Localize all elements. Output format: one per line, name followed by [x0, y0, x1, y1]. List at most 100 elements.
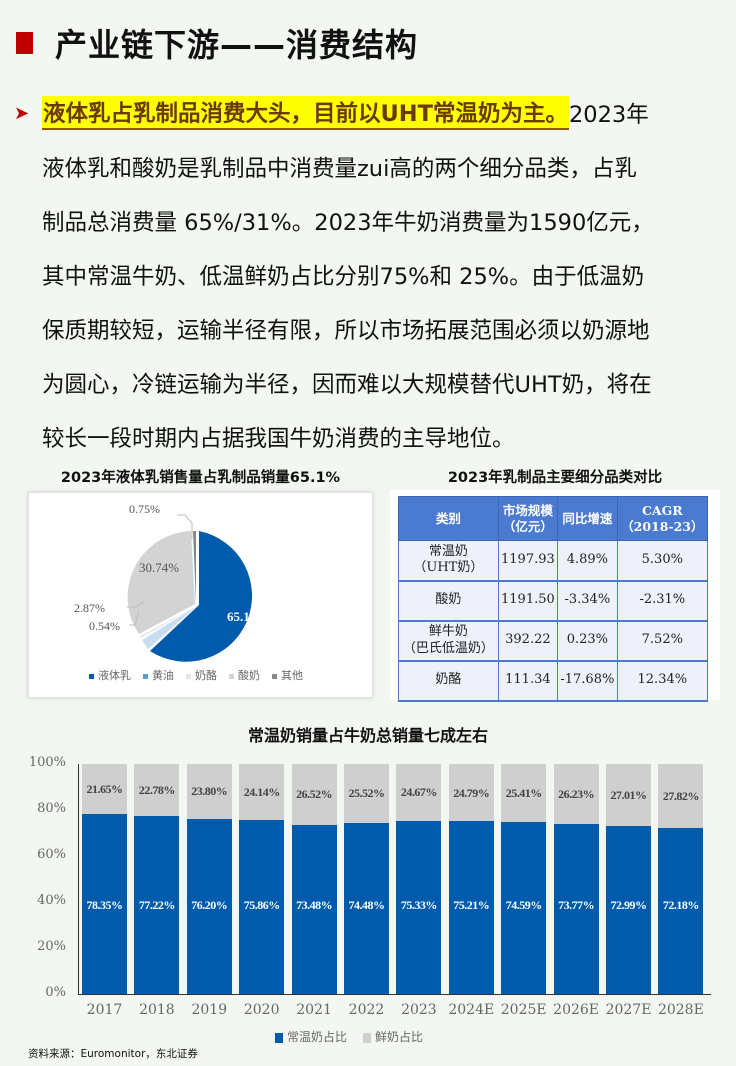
bar-segment-uht: 78.35%	[82, 813, 127, 994]
bar-chart-title: 常温奶销量占牛奶总销量七成左右	[247, 726, 488, 745]
highlighted-key-point: 液体乳占乳制品消费大头，目前以UHT常温奶为主。	[42, 96, 569, 130]
col-header-category: 类别	[398, 496, 499, 541]
bar-segment-uht: 76.20%	[186, 818, 232, 994]
bar-segment-uht: 72.99%	[606, 826, 651, 994]
legend-item-fresh: 鲜奶占比	[363, 1028, 423, 1045]
x-tick-label: 2028E	[657, 1002, 704, 1018]
pie-label-other: 0.75%	[129, 502, 160, 516]
bar-2021: 26.52% 73.48%	[291, 764, 337, 994]
bar-segment-fresh: 24.79%	[448, 764, 494, 822]
bar-legend: 常温奶占比 鲜奶占比	[275, 1028, 423, 1045]
para-line-0: 2023年	[568, 102, 649, 128]
legend-item-yogurt: 酸奶	[229, 667, 260, 683]
x-tick-label: 2017	[86, 1002, 123, 1018]
col-header-size: 市场规模 （亿元）	[497, 496, 559, 541]
bar-segment-fresh: 27.82%	[658, 764, 704, 828]
y-tick-label: 0%	[45, 985, 66, 1000]
y-tick-label: 40%	[37, 893, 66, 908]
bar-2027E: 27.01% 72.99%	[606, 764, 651, 994]
bar-segment-fresh: 25.41%	[501, 764, 547, 823]
page-title: 产业链下游——消费结构	[55, 26, 419, 64]
pie-chart: 65.10% 30.74% 0.75% 2.87% 0.54% 液体乳 黄油 奶…	[28, 492, 373, 698]
para-line-5: 为圆心，冷链运输为半径，因而难以大规模替代UHT奶，将在	[42, 372, 652, 398]
pie-label-butter: 2.87%	[74, 601, 105, 615]
pie-label-yogurt: 30.74%	[139, 560, 179, 575]
x-tick-label: 2020	[243, 1002, 280, 1018]
x-tick-label: 2026E	[553, 1002, 600, 1018]
bar-segment-uht: 72.18%	[658, 828, 704, 994]
x-tick-label: 2025E	[500, 1002, 547, 1018]
table-row: 奶酪 111.34 -17.68% 12.34%	[398, 660, 709, 702]
bar-2023: 24.67% 75.33%	[396, 764, 442, 994]
pie-label-cheese: 0.54%	[89, 619, 120, 633]
bar-segment-fresh: 22.78%	[134, 764, 180, 817]
table-title: 2023年乳制品主要细分品类对比	[447, 470, 663, 486]
bar-2024E: 24.79% 75.21%	[448, 764, 494, 994]
bar-segment-uht: 75.86%	[239, 819, 285, 994]
red-square-icon	[16, 32, 33, 54]
bar-segment-fresh: 21.65%	[82, 764, 127, 814]
x-axis	[78, 994, 711, 995]
para-line-3: 其中常温牛奶、低温鲜奶占比分别75%和 25%。由于低温奶	[42, 264, 645, 290]
x-tick-label: 2023	[401, 1002, 437, 1018]
table-row: 酸奶 1191.50 -3.34% -2.31%	[398, 580, 709, 622]
para-line-6: 较长一段时期内占据我国牛奶消费的主导地位。	[42, 426, 515, 452]
legend-item-butter: 黄油	[143, 667, 174, 683]
bar-2019: 23.80% 76.20%	[186, 764, 232, 994]
x-tick-label: 2021	[296, 1002, 332, 1018]
bar-2022: 25.52% 74.48%	[344, 764, 389, 994]
x-tick-label: 2022	[348, 1002, 385, 1018]
bar-segment-uht: 75.21%	[448, 821, 494, 994]
y-tick-label: 80%	[37, 801, 66, 816]
bar-segment-uht: 74.59%	[501, 822, 547, 994]
comparison-table: 类别 市场规模 （亿元） 同比增速 CAGR （2018-23） 常温奶 （UHT奶）…	[398, 496, 709, 702]
legend-item-uht: 常温奶占比	[275, 1028, 347, 1045]
bar-segment-fresh: 26.23%	[553, 764, 599, 825]
bar-segment-fresh: 24.67%	[396, 764, 442, 821]
source-note: 资料来源：Euromonitor，东北证券	[28, 1048, 198, 1060]
y-tick-label: 100%	[28, 755, 66, 770]
para-line-2: 制品总消费量 65%/31%。2023年牛奶消费量为1590亿元，	[42, 210, 654, 236]
col-header-cagr: CAGR （2018-23）	[616, 496, 709, 541]
bar-2018: 22.78% 77.22%	[134, 764, 180, 994]
pie-legend: 液体乳 黄油 奶酪 酸奶 其他	[89, 667, 303, 683]
arrow-bullet-icon: ➤	[14, 102, 30, 124]
bar-segment-uht: 77.22%	[134, 816, 180, 994]
pie-label-liquid: 65.10%	[227, 609, 269, 624]
legend-item-other: 其他	[272, 667, 303, 683]
bar-segment-fresh: 27.01%	[606, 764, 651, 827]
x-tick-label: 2027E	[605, 1002, 652, 1018]
x-tick-label: 2018	[139, 1002, 175, 1018]
bar-segment-fresh: 23.80%	[186, 764, 232, 819]
bar-2026E: 26.23% 73.77%	[553, 764, 599, 994]
y-tick-label: 60%	[37, 847, 66, 862]
y-axis	[78, 764, 79, 994]
table-row: 常温奶 （UHT奶） 1197.93 4.89% 5.30%	[398, 540, 709, 582]
legend-item-liquid: 液体乳	[89, 667, 131, 683]
bar-segment-uht: 73.48%	[291, 825, 337, 994]
bar-segment-uht: 74.48%	[344, 822, 389, 994]
bar-segment-uht: 75.33%	[396, 820, 442, 994]
table-row: 鲜牛奶 （巴氏低温奶） 392.22 0.23% 7.52%	[398, 620, 709, 662]
comparison-table-panel: 类别 市场规模 （亿元） 同比增速 CAGR （2018-23） 常温奶 （UHT奶）…	[390, 490, 720, 702]
pie-chart-graphic: 65.10% 30.74% 0.75% 2.87% 0.54%	[74, 502, 269, 662]
bar-2017: 21.65% 78.35%	[82, 764, 127, 994]
para-line-4: 保质期较短，运输半径有限，所以市场拓展范围必须以奶源地	[42, 318, 650, 344]
x-tick-label: 2024E	[448, 1002, 495, 1018]
bar-2028E: 27.82% 72.18%	[658, 764, 704, 994]
legend-item-cheese: 奶酪	[186, 667, 217, 683]
bar-segment-fresh: 24.14%	[239, 764, 285, 820]
bar-segment-fresh: 26.52%	[291, 764, 337, 825]
bar-2025E: 25.41% 74.59%	[501, 764, 547, 994]
bar-segment-uht: 73.77%	[553, 824, 599, 994]
x-tick-label: 2019	[191, 1002, 228, 1018]
main-paragraph: ➤ 液体乳占乳制品消费大头，目前以UHT常温奶为主。 2023年 液体乳和酸奶是…	[14, 86, 724, 464]
page-header: 产业链下游——消费结构	[16, 20, 418, 66]
para-line-1: 液体乳和酸奶是乳制品中消费量zui高的两个细分品类，占乳	[42, 156, 637, 182]
y-tick-label: 20%	[37, 939, 66, 954]
bar-segment-fresh: 25.52%	[344, 764, 389, 823]
pie-chart-title: 2023年液体乳销售量占乳制品销量65.1%	[60, 470, 341, 486]
bar-2020: 24.14% 75.86%	[239, 764, 285, 994]
col-header-yoy: 同比增速	[557, 496, 618, 541]
